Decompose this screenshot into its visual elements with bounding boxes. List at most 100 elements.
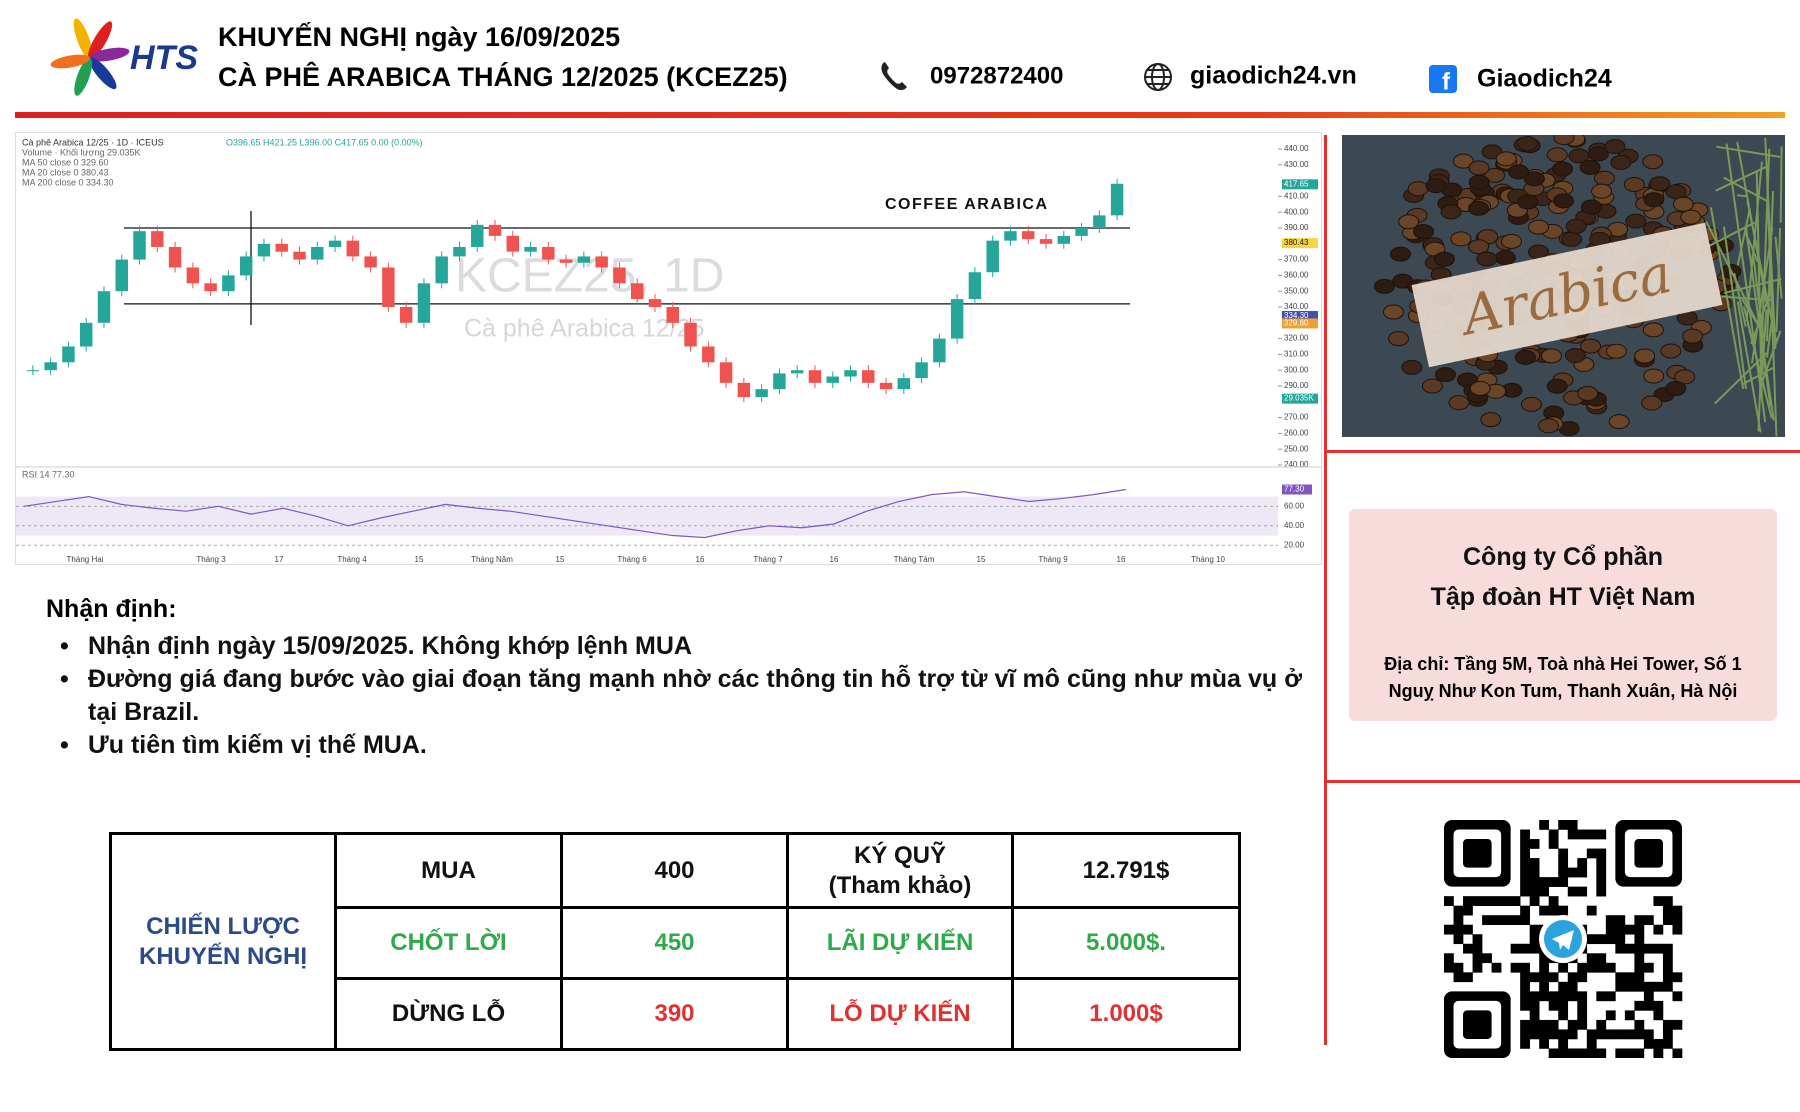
bean [1388, 331, 1410, 347]
qr-module [1634, 981, 1645, 992]
table-cell: KÝ QUỸ (Tham khảo) [786, 832, 1014, 909]
qr-module [1472, 934, 1483, 945]
y-tick-label: 260.00 [1284, 429, 1309, 438]
qr-module [1529, 934, 1540, 945]
qr-module [1558, 820, 1569, 830]
price-tag-label: 29.035K [1284, 394, 1314, 403]
bean [1660, 343, 1682, 359]
qr-module [1672, 924, 1683, 935]
qr-module [1548, 972, 1559, 983]
x-tick-label: 15 [415, 555, 424, 564]
qr-module [1577, 858, 1588, 868]
qr-module [1596, 953, 1607, 964]
candle [435, 256, 448, 284]
qr-module [1643, 991, 1654, 1002]
candle [1039, 239, 1053, 244]
x-tick-label: 16 [830, 555, 839, 564]
candle [257, 243, 271, 257]
rsi-band [16, 496, 1278, 536]
bean [1643, 368, 1665, 384]
qr-module [1634, 1029, 1645, 1040]
qr-module [1548, 877, 1559, 887]
price-tag [1282, 318, 1318, 329]
logo-mark [50, 18, 130, 96]
chart-watermark-sub: Cà phê Arabica 12/25 [464, 315, 704, 343]
qr-module [1596, 934, 1607, 945]
candle [328, 240, 342, 247]
leaf [1736, 301, 1762, 433]
qr-module [1643, 981, 1654, 992]
qr-module [1634, 934, 1645, 945]
bean [1579, 159, 1601, 175]
x-tick-label: 15 [556, 555, 565, 564]
candle [826, 376, 839, 383]
rsi-label: RSI 14 77.30 [22, 469, 75, 479]
price-tag [1282, 311, 1318, 322]
candle [417, 283, 431, 323]
candle [542, 246, 555, 260]
candle [488, 224, 502, 236]
qr-module [1624, 943, 1635, 954]
qr-module [1567, 829, 1578, 840]
leaf [1759, 330, 1782, 387]
bean [1680, 209, 1702, 225]
x-tick-label: 15 [977, 555, 986, 564]
qr-module [1558, 867, 1569, 878]
qr-module [1539, 962, 1550, 973]
qr-module [1634, 962, 1645, 973]
qr-module [1539, 981, 1550, 992]
candle [719, 362, 733, 383]
qr-module [1558, 1010, 1569, 1021]
qr-module [1444, 896, 1454, 906]
leaf [1707, 221, 1756, 248]
bean [1577, 385, 1599, 401]
qr-module [1520, 886, 1530, 897]
analysis-heading: Nhận định: [46, 595, 177, 623]
qr-module [1653, 1048, 1664, 1058]
qr-module [1662, 1038, 1673, 1049]
table-cell: 390 [560, 977, 789, 1051]
candle [737, 382, 751, 398]
website: giaodich24.vn [1190, 62, 1357, 90]
candle [293, 251, 306, 260]
qr-module [1634, 972, 1645, 983]
y-tick-label: 370.00 [1284, 255, 1309, 264]
qr-module [1605, 962, 1616, 973]
candle [524, 246, 537, 252]
qr-module [1558, 962, 1569, 973]
candle [986, 240, 999, 273]
bean [1401, 359, 1423, 375]
bean [1440, 204, 1462, 220]
candle [151, 231, 164, 247]
candle [648, 299, 662, 307]
candle [879, 382, 893, 390]
qr-module [1520, 991, 1530, 1002]
qr-module [1577, 867, 1588, 878]
qr-module [1596, 1048, 1607, 1058]
qr-module [1577, 972, 1588, 983]
y-tick-label: 340.00 [1284, 302, 1309, 311]
qr-module [1529, 858, 1540, 868]
candle [1022, 231, 1035, 240]
bean [1538, 418, 1560, 434]
candle [595, 256, 608, 268]
candle [471, 224, 484, 247]
qr-module [1643, 1038, 1654, 1049]
bean [1450, 231, 1472, 247]
qr-module [1567, 1019, 1578, 1030]
qr-module [1662, 915, 1673, 926]
address-1: Địa chỉ: Tầng 5M, Toà nhà Hei Tower, Số … [1384, 654, 1742, 674]
qr-module [1520, 829, 1530, 840]
qr-module [1567, 972, 1578, 983]
leaf [1761, 309, 1768, 373]
bean [1604, 139, 1626, 155]
analysis-list: Nhận định ngày 15/09/2025. Không khớp lệ… [48, 630, 1302, 762]
candle [790, 370, 804, 374]
qr-module [1643, 1029, 1654, 1040]
qr-module [1672, 905, 1683, 916]
qr-module [1463, 943, 1473, 954]
leaf [1752, 257, 1765, 340]
qr-module [1615, 924, 1626, 935]
x-tick-label: Tháng 7 [753, 555, 783, 564]
bean [1682, 328, 1704, 344]
